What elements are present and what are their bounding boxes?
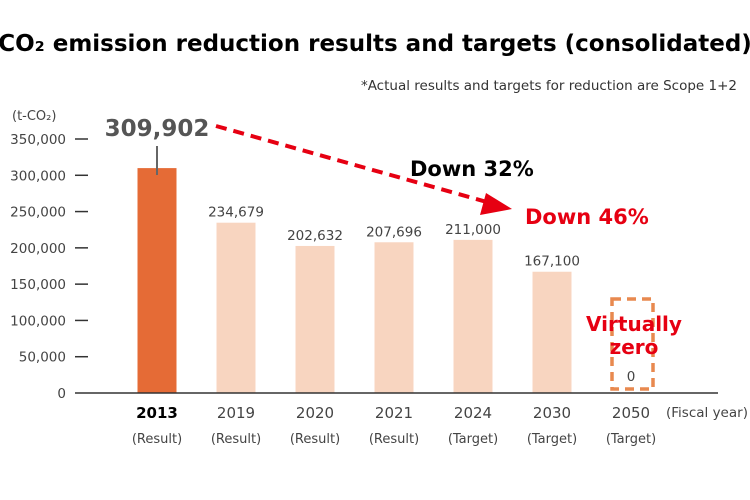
chart-note: *Actual results and targets for reductio…	[361, 78, 737, 94]
x-tick-type-2019: (Result)	[211, 432, 261, 447]
x-tick-label-2050: 2050	[612, 404, 650, 422]
x-tick-label-2030: 2030	[533, 404, 571, 422]
x-axis-label: (Fiscal year)	[666, 405, 748, 421]
y-axis-label: (t-CO₂)	[12, 109, 56, 124]
bar-2021	[374, 242, 414, 393]
value-label-2050: 0	[627, 369, 636, 385]
bar-2013	[137, 168, 177, 393]
x-tick-type-2024: (Target)	[448, 432, 498, 447]
trend-arrow-head	[480, 193, 512, 215]
y-tick-label: 0	[57, 386, 66, 402]
y-tick-label: 200,000	[10, 241, 66, 257]
y-tick-label: 250,000	[10, 205, 66, 221]
x-tick-type-2030: (Target)	[527, 432, 577, 447]
y-tick-label: 350,000	[10, 132, 66, 148]
trend-arrow-line	[215, 124, 495, 206]
bar-2019	[216, 222, 256, 393]
x-tick-type-2020: (Result)	[290, 432, 340, 447]
down-46-label: Down 46%	[525, 205, 649, 229]
x-tick-label-2020: 2020	[296, 404, 334, 422]
bar-2020	[295, 245, 335, 393]
chart-title: CO₂ emission reduction results and targe…	[0, 31, 750, 57]
y-tick-label: 50,000	[19, 350, 66, 366]
virtually-zero-line2: zero	[610, 335, 659, 359]
x-tick-type-2050: (Target)	[606, 432, 656, 447]
value-label-2024: 211,000	[445, 222, 501, 238]
value-label-2021: 207,696	[366, 224, 422, 240]
x-tick-type-2013: (Result)	[132, 432, 182, 447]
y-tick-label: 150,000	[10, 277, 66, 293]
x-tick-label-2013: 2013	[136, 404, 178, 422]
value-label-2020: 202,632	[287, 228, 343, 244]
y-tick-label: 300,000	[10, 168, 66, 184]
value-label-2030: 167,100	[524, 254, 580, 270]
down-32-label: Down 32%	[410, 157, 534, 181]
y-tick-label: 100,000	[10, 313, 66, 329]
value-label-2019: 234,679	[208, 205, 264, 221]
target-2050-box	[610, 297, 655, 391]
bar-2030	[532, 271, 572, 393]
x-tick-label-2024: 2024	[454, 404, 492, 422]
x-tick-label-2019: 2019	[217, 404, 255, 422]
bar-2024	[453, 239, 493, 393]
x-tick-type-2021: (Result)	[369, 432, 419, 447]
x-tick-label-2021: 2021	[375, 404, 413, 422]
virtually-zero-line1: Virtually	[586, 312, 682, 336]
value-label-2013: 309,902	[105, 116, 210, 142]
